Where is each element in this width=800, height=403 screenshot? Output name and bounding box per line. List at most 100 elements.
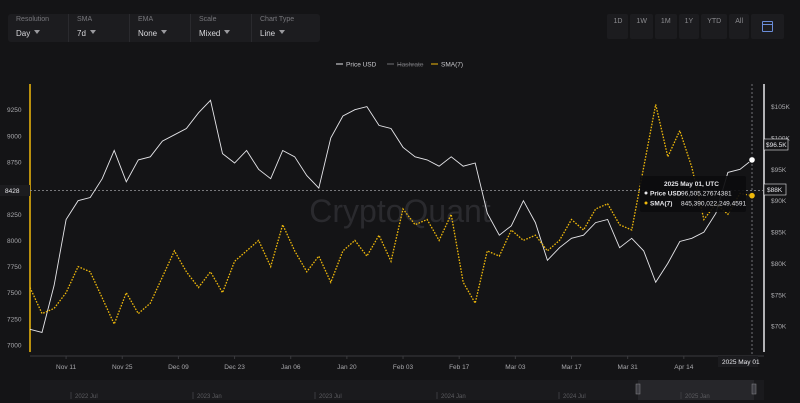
sma-point	[403, 209, 404, 210]
price-point	[270, 178, 271, 179]
price-point	[595, 222, 596, 223]
sma-point	[391, 261, 392, 262]
price-point	[499, 235, 500, 236]
range-buttons: 1D 1W 1M 1Y YTD All	[607, 14, 784, 39]
sma-point	[607, 203, 608, 204]
chevron-down-icon	[161, 29, 168, 34]
crosshair-date-value: 2025 May 01	[722, 359, 760, 366]
sma-point	[54, 308, 55, 309]
series-sma-line	[29, 104, 753, 326]
price-point	[667, 263, 668, 264]
right-tick-label: $75K	[771, 292, 787, 299]
scale-label: Scale	[199, 16, 217, 23]
crosshair-left-label: 8428	[0, 185, 30, 196]
ema-select[interactable]: EMA None	[130, 14, 191, 42]
price-point	[42, 332, 43, 333]
sma-point	[704, 219, 705, 220]
sma-point	[66, 292, 67, 293]
price-point	[294, 156, 295, 157]
range-all-button[interactable]: All	[729, 14, 749, 39]
x-tick-label: Feb 17	[449, 364, 470, 371]
price-point	[162, 141, 163, 142]
left-tick-label: 7000	[7, 343, 22, 350]
price-point	[571, 238, 572, 239]
price-point	[66, 219, 67, 220]
navigator-label: 2022 Jul	[75, 394, 98, 400]
price-point	[655, 282, 656, 283]
price-point	[691, 238, 692, 239]
price-point	[90, 197, 91, 198]
sma-point	[42, 313, 43, 314]
price-point	[535, 222, 536, 223]
price-point	[367, 106, 368, 107]
left-axis-ticks: 9250900087508500825080007750750072507000	[7, 107, 22, 349]
sma-point	[90, 271, 91, 272]
price-point	[607, 219, 608, 220]
price-point	[391, 128, 392, 129]
sma-point	[655, 104, 656, 105]
x-tick-label: Apr 14	[674, 364, 694, 371]
price-end-marker	[748, 156, 756, 164]
series-price-line	[29, 99, 753, 333]
navigator-window[interactable]	[638, 380, 754, 400]
legend: Price USD Hashrate SMA(7)	[336, 62, 463, 69]
range-ytd-button[interactable]: YTD	[701, 14, 728, 39]
price-point	[487, 213, 488, 214]
x-tick-label: Mar 31	[618, 364, 639, 371]
resolution-value: Day	[16, 29, 31, 38]
resolution-select[interactable]: Resolution Day	[8, 14, 69, 42]
price-point	[716, 213, 717, 214]
price-point	[318, 188, 319, 189]
navigator-left-handle[interactable]	[635, 383, 641, 395]
price-point	[679, 241, 680, 242]
left-tick-label: 7750	[7, 264, 22, 271]
sma-point	[258, 240, 259, 241]
sma-point	[487, 251, 488, 252]
legend-price[interactable]: Price USD	[346, 62, 377, 69]
sma-point	[679, 130, 680, 131]
legend-sma[interactable]: SMA(7)	[441, 62, 463, 69]
price-point	[246, 150, 247, 151]
range-1d-button[interactable]: 1D	[607, 14, 629, 39]
price-point	[728, 172, 729, 173]
sma-point	[691, 167, 692, 168]
chevron-down-icon	[224, 29, 231, 34]
sma-point	[583, 230, 584, 231]
chart-type-label: Chart Type	[260, 16, 295, 23]
chart-type-select[interactable]: Chart Type Line	[252, 14, 320, 42]
price-point	[78, 200, 79, 201]
left-tick-label: 8250	[7, 212, 22, 219]
price-point	[523, 200, 524, 201]
sma-point	[415, 224, 416, 225]
sma-select[interactable]: SMA 7d	[69, 14, 130, 42]
price-point	[234, 163, 235, 164]
price-point	[306, 175, 307, 176]
navigator-right-handle[interactable]	[751, 383, 757, 395]
right-axis-ticks: $105K$100K$95K$90K$85K$80K$75K$70K	[771, 104, 790, 331]
sma-point	[595, 209, 596, 210]
range-1m-button[interactable]: 1M	[654, 14, 677, 39]
right-tick-label: $80K	[771, 261, 787, 268]
sma-point	[126, 292, 127, 293]
sma-point	[210, 271, 211, 272]
x-tick-label: Jan 06	[281, 364, 301, 371]
left-tick-label: 9000	[7, 133, 22, 140]
range-1y-button[interactable]: 1Y	[678, 14, 700, 39]
range-1w-button[interactable]: 1W	[630, 14, 653, 39]
x-tick-label: Dec 09	[168, 364, 189, 371]
price-point	[30, 329, 31, 330]
ema-value: None	[138, 29, 158, 38]
x-tick-label: Nov 25	[112, 364, 133, 371]
tooltip-sma-value: 845,390,022,249.4591	[681, 201, 746, 208]
ema-label: EMA	[138, 16, 154, 23]
sma-point	[643, 167, 644, 168]
scale-select[interactable]: Scale Mixed	[191, 14, 252, 42]
left-tick-label: 8000	[7, 238, 22, 245]
sma-point	[619, 224, 620, 225]
sma-point	[270, 266, 271, 267]
sma-point	[318, 256, 319, 257]
legend-hashrate[interactable]: Hashrate	[397, 62, 424, 69]
calendar-button[interactable]	[751, 14, 784, 39]
navigator[interactable]: 2022 Jul 2023 Jan 2023 Jul 2024 Jan 2024 Jul…	[30, 380, 764, 400]
